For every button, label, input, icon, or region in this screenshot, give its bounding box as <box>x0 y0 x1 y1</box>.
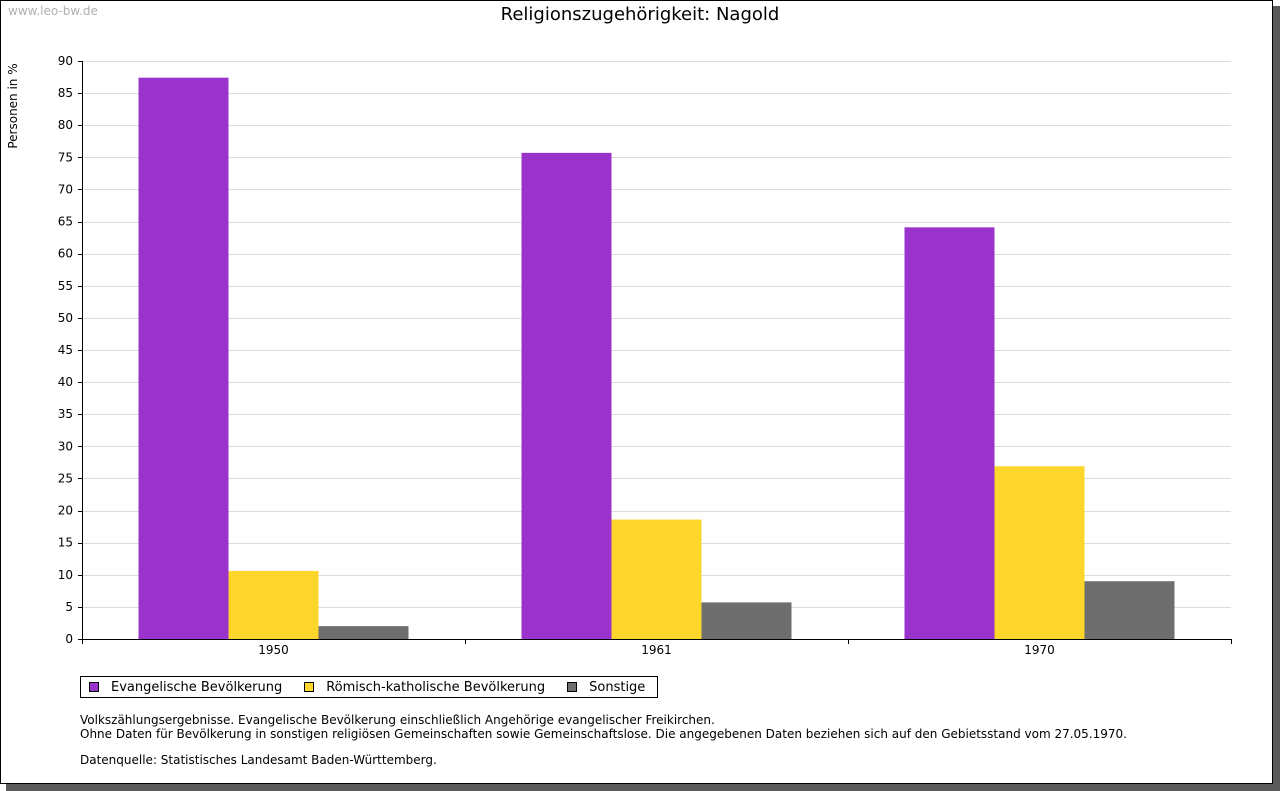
legend-label-sonstige: Sonstige <box>589 679 646 695</box>
bar <box>318 626 409 639</box>
legend-label-evangelisch: Evangelische Bevölkerung <box>111 679 283 695</box>
y-tick-label: 80 <box>58 118 73 132</box>
frame-shadow-right <box>1273 6 1280 791</box>
footnote-line-2: Ohne Daten für Bevölkerung in sonstigen … <box>80 727 1127 741</box>
bar <box>994 466 1085 639</box>
legend-swatch-sonstige <box>567 682 578 692</box>
footnote-line-1: Volkszählungsergebnisse. Evangelische Be… <box>80 713 715 727</box>
bar <box>228 570 319 639</box>
y-tick-label: 30 <box>58 439 73 453</box>
bar <box>1084 581 1175 639</box>
legend-item-katholisch: Römisch-katholische Bevölkerung <box>304 680 545 695</box>
y-tick-label: 15 <box>58 536 73 550</box>
bar <box>138 77 229 640</box>
y-tick-label: 60 <box>58 247 73 261</box>
y-tick-label: 25 <box>58 471 73 485</box>
x-tick-label: 1961 <box>641 643 672 657</box>
frame-shadow-bottom <box>6 784 1280 791</box>
y-tick-label: 40 <box>58 375 73 389</box>
y-tick-label: 55 <box>58 279 73 293</box>
legend-label-katholisch: Römisch-katholische Bevölkerung <box>326 679 546 695</box>
y-tick-label: 45 <box>58 343 73 357</box>
chart-title: Religionszugehörigkeit: Nagold <box>500 4 780 25</box>
y-tick-label: 50 <box>58 311 73 325</box>
y-tick-label: 90 <box>58 54 73 68</box>
y-tick-label: 35 <box>58 407 73 421</box>
bar <box>904 227 995 639</box>
watermark: www.leo-bw.de <box>8 4 98 18</box>
y-tick-label: 70 <box>58 182 73 196</box>
bar <box>701 602 792 639</box>
x-tick-label: 1970 <box>1024 643 1055 657</box>
y-tick-label: 20 <box>58 504 73 518</box>
legend: Evangelische Bevölkerung Römisch-katholi… <box>80 676 659 698</box>
y-tick-label: 0 <box>65 632 73 646</box>
y-tick-label: 85 <box>58 86 73 100</box>
legend-item-sonstige: Sonstige <box>567 680 645 695</box>
y-tick-label: 65 <box>58 215 73 229</box>
y-tick-label: 5 <box>65 600 73 614</box>
x-tick-label: 1950 <box>258 643 289 657</box>
bar <box>521 152 612 640</box>
legend-swatch-katholisch <box>304 682 315 692</box>
bar <box>611 519 702 639</box>
y-tick-label: 10 <box>58 568 73 582</box>
data-source-note: Datenquelle: Statistisches Landesamt Bad… <box>80 753 437 767</box>
y-tick-label: 75 <box>58 150 73 164</box>
legend-swatch-evangelisch <box>89 682 99 692</box>
legend-item-evangelisch: Evangelische Bevölkerung <box>89 680 282 695</box>
